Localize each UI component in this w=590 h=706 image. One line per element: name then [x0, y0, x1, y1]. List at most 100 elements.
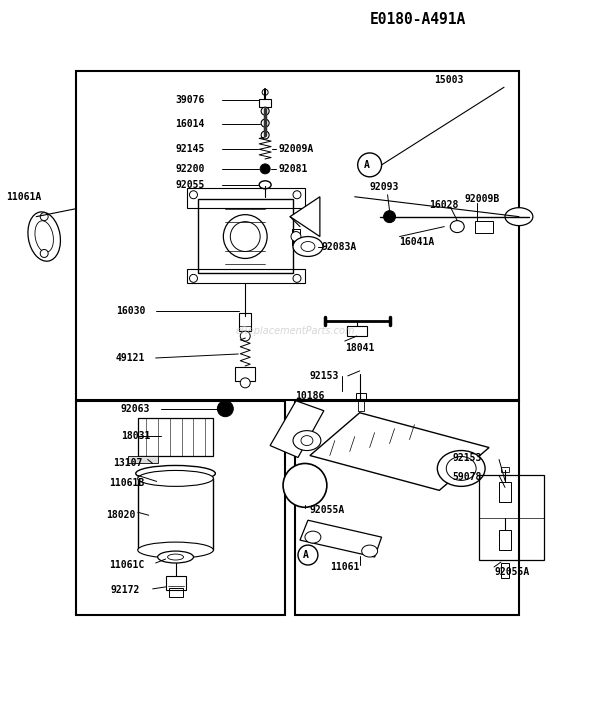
Ellipse shape [293, 191, 301, 198]
Text: 92009B: 92009B [464, 193, 500, 204]
Text: eReplacementParts.com: eReplacementParts.com [235, 326, 355, 336]
Text: 92055A: 92055A [310, 505, 345, 515]
Ellipse shape [40, 249, 48, 258]
Text: 16028: 16028 [430, 200, 459, 210]
Text: 92081: 92081 [278, 164, 307, 174]
Bar [128, 455, 158, 463]
Ellipse shape [261, 107, 269, 115]
Text: 11061B: 11061B [109, 479, 144, 489]
Ellipse shape [291, 232, 301, 241]
Bar [137, 418, 214, 455]
Text: 92055: 92055 [176, 180, 205, 190]
Ellipse shape [28, 212, 60, 261]
Text: 59078: 59078 [453, 472, 481, 482]
Text: 13107: 13107 [113, 458, 142, 469]
Ellipse shape [137, 542, 214, 558]
Polygon shape [310, 413, 489, 491]
Ellipse shape [450, 221, 464, 232]
Text: A: A [363, 160, 369, 170]
Text: 18031: 18031 [121, 431, 150, 441]
Text: 92200: 92200 [176, 164, 205, 174]
Bar [198, 198, 293, 273]
Bar [475, 221, 493, 232]
Ellipse shape [259, 181, 271, 189]
Text: 15003: 15003 [434, 76, 464, 85]
Polygon shape [290, 197, 320, 237]
Text: 11061C: 11061C [109, 560, 144, 570]
Bar [358, 399, 363, 411]
Text: 92063: 92063 [121, 404, 150, 414]
Ellipse shape [240, 331, 250, 341]
Ellipse shape [384, 210, 395, 222]
Ellipse shape [446, 457, 476, 480]
Bar [501, 467, 509, 472]
Ellipse shape [137, 470, 214, 486]
Bar [186, 188, 305, 208]
Bar [76, 401, 285, 615]
Text: 11061: 11061 [330, 562, 359, 572]
Polygon shape [300, 520, 382, 557]
Bar [347, 326, 366, 336]
Ellipse shape [136, 465, 215, 481]
Ellipse shape [158, 551, 194, 563]
Bar [356, 393, 366, 401]
Ellipse shape [358, 153, 382, 176]
Ellipse shape [217, 401, 233, 417]
Text: 92093: 92093 [370, 181, 399, 192]
Text: 11061A: 11061A [6, 192, 42, 202]
Ellipse shape [168, 554, 183, 560]
Ellipse shape [437, 450, 485, 486]
Bar [137, 479, 214, 550]
Text: 92009A: 92009A [278, 144, 313, 154]
Ellipse shape [301, 436, 313, 445]
Text: 16030: 16030 [116, 306, 145, 316]
Text: 16014: 16014 [176, 119, 205, 129]
Ellipse shape [293, 237, 323, 256]
Ellipse shape [293, 275, 301, 282]
Ellipse shape [298, 545, 318, 565]
Ellipse shape [224, 215, 267, 258]
Ellipse shape [301, 241, 315, 251]
Ellipse shape [230, 222, 260, 251]
Ellipse shape [40, 213, 48, 221]
Bar [240, 313, 251, 331]
Bar [501, 563, 509, 578]
Ellipse shape [305, 531, 321, 543]
Text: 92145: 92145 [176, 144, 205, 154]
Text: 18041: 18041 [345, 343, 374, 353]
Text: 92153: 92153 [453, 453, 481, 462]
Bar [292, 229, 300, 244]
Ellipse shape [362, 545, 378, 557]
Bar [186, 270, 305, 283]
Text: 92055A: 92055A [494, 567, 529, 577]
Text: 10186: 10186 [295, 391, 324, 401]
Ellipse shape [283, 463, 327, 508]
Text: 16041A: 16041A [399, 237, 435, 246]
Text: E0180-A491A: E0180-A491A [370, 12, 466, 27]
Text: 18020: 18020 [106, 510, 135, 520]
Bar [479, 475, 544, 560]
Ellipse shape [240, 378, 250, 388]
Ellipse shape [260, 164, 270, 174]
Text: 49121: 49121 [116, 353, 145, 363]
Bar [295, 401, 519, 615]
Text: 92083A: 92083A [322, 241, 357, 251]
Ellipse shape [293, 431, 321, 450]
Bar [235, 367, 255, 381]
Ellipse shape [261, 119, 269, 127]
Ellipse shape [189, 275, 198, 282]
Ellipse shape [189, 191, 198, 198]
Bar [499, 530, 511, 550]
Text: 39076: 39076 [176, 95, 205, 105]
Text: 92172: 92172 [111, 585, 140, 595]
Bar [76, 71, 519, 400]
Polygon shape [270, 401, 324, 457]
Bar [259, 100, 271, 107]
Bar [499, 482, 511, 502]
Ellipse shape [505, 208, 533, 226]
Bar [166, 576, 185, 590]
Bar [169, 588, 182, 597]
Text: 92153: 92153 [310, 371, 339, 381]
Text: A: A [303, 550, 309, 560]
Ellipse shape [261, 131, 269, 139]
